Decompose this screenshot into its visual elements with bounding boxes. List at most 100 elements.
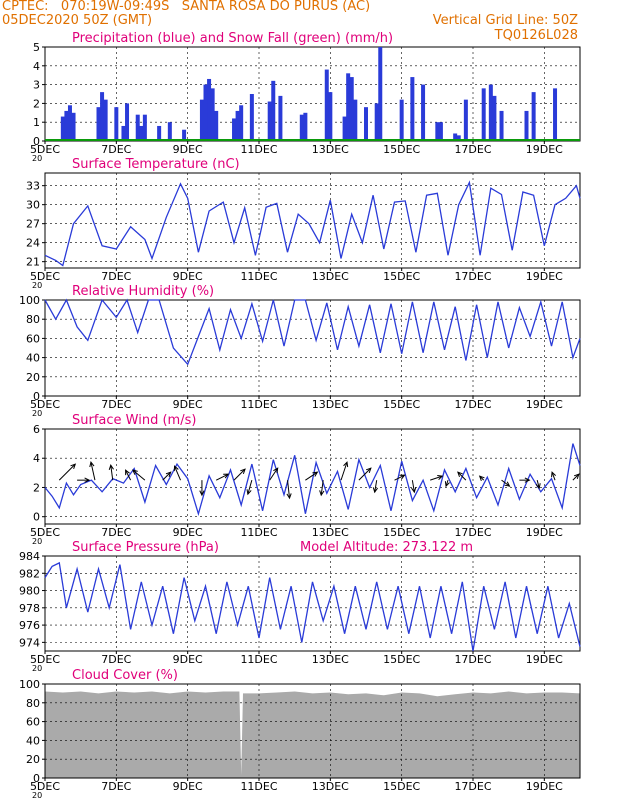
wind-vector	[572, 473, 580, 481]
wind-arrowhead	[199, 490, 205, 497]
year-fragment: 20	[32, 664, 42, 673]
panel-humidity: 0 20 40 60 80 100 5DEC 7DEC 9DEC 11DEC 13DEC 15DEC 1…	[19, 284, 581, 418]
wind-arrowhead	[240, 468, 246, 475]
x-tick-label: 13DEC	[312, 143, 349, 156]
precip-bar	[456, 135, 461, 141]
x-tick-label: 15DEC	[383, 780, 420, 793]
frame-pressure	[44, 555, 581, 652]
x-tick-label: 13DEC	[312, 270, 349, 283]
precip-bar	[364, 107, 368, 141]
precip-bar	[553, 88, 558, 141]
x-tick-label: 19DEC	[526, 780, 563, 793]
x-tick-label: 11DEC	[240, 780, 277, 793]
panel-wind: 0 2 4 6 5DEC 7DEC 9DEC 11DEC 13DEC 15DEC 17DEC 19DE…	[30, 413, 581, 546]
cloud-cover-area	[45, 691, 580, 778]
panel-cloud: 0 20 40 60 80 100 5DEC 7DEC 9DEC 11DEC 13DEC 15DEC 1…	[19, 668, 581, 800]
precip-bar	[139, 125, 144, 141]
precip-bar	[182, 129, 187, 141]
wind-vector	[132, 469, 146, 481]
wind-arrowhead	[365, 467, 372, 474]
precip-bar	[324, 69, 329, 141]
x-tick-label: 7DEC	[101, 526, 131, 539]
y-tick-label: 5	[33, 41, 40, 54]
pressure-series-line	[44, 561, 581, 652]
precip-bar	[453, 133, 458, 141]
x-tick-label: 13DEC	[312, 526, 349, 539]
y-tick-label: 100	[19, 678, 40, 691]
y-tick-label: 980	[19, 585, 40, 598]
precip-bar	[378, 47, 383, 141]
grid-humidity	[45, 300, 580, 396]
precip-bar	[207, 78, 212, 141]
precip-bar	[524, 110, 529, 141]
x-tick-label: 17DEC	[454, 143, 491, 156]
wind-vector	[174, 465, 181, 481]
wind-arrowhead	[165, 471, 172, 478]
model-code: TQ0126L028	[494, 28, 578, 43]
frame-temperature	[44, 172, 581, 269]
x-tick-label: 9DEC	[173, 270, 203, 283]
panel-pressure: 974 976 978 980 982 984 5DEC 7DEC 9DEC 11DEC 13DEC…	[19, 540, 581, 673]
grid-cloud	[45, 684, 580, 778]
precip-bar	[267, 101, 272, 141]
precip-bar	[463, 99, 468, 141]
wind-arrowhead	[246, 489, 252, 496]
precip-bar	[481, 88, 486, 141]
x-tick-label: 9DEC	[173, 143, 203, 156]
x-tick-label: 19DEC	[526, 526, 563, 539]
panel-title: Relative Humidity (%)	[72, 284, 214, 299]
wind-arrowhead	[312, 471, 319, 477]
x-tick-label: 15DEC	[383, 143, 420, 156]
precip-bar	[125, 103, 130, 141]
wind-vector	[394, 474, 405, 481]
x-tick-label: 5DEC	[30, 398, 60, 411]
x-tick-label: 9DEC	[173, 653, 203, 666]
x-tick-label: 11DEC	[240, 653, 277, 666]
wind-vector	[340, 461, 348, 481]
wind-vector	[269, 467, 279, 481]
x-tick-label: 5DEC	[30, 270, 60, 283]
y-tick-label: 80	[26, 313, 40, 326]
wind-vector	[215, 473, 229, 481]
wind-arrowhead	[444, 481, 450, 488]
precip-bar	[374, 103, 379, 141]
precip-bar	[135, 114, 140, 141]
precip-bar	[232, 118, 237, 141]
y-tick-label: 40	[26, 352, 40, 365]
precip-bar	[71, 112, 76, 141]
y-tick-label: 33	[26, 180, 40, 193]
wind-vector	[247, 480, 253, 495]
precip-bar	[249, 94, 254, 141]
y-tick-label: 60	[26, 716, 40, 729]
precip-bar	[492, 95, 497, 141]
wind-vector	[374, 480, 378, 493]
x-tick-label: 5DEC	[30, 526, 60, 539]
x-tick-label: 19DEC	[526, 398, 563, 411]
y-tick-label: 4	[33, 452, 40, 465]
x-tick-label: 17DEC	[454, 526, 491, 539]
wind-arrowhead	[372, 487, 378, 494]
wind-arrowhead	[89, 461, 95, 468]
precip-bar	[531, 92, 536, 141]
precip-bar	[199, 99, 204, 141]
x-tick-label: 17DEC	[454, 398, 491, 411]
precip-bar	[328, 92, 333, 141]
wind-arrowhead	[573, 473, 580, 480]
precip-bar	[210, 88, 215, 141]
precip-bar	[103, 99, 108, 141]
x-tick-label: 7DEC	[101, 653, 131, 666]
temperature-series-line	[44, 180, 581, 267]
wind-vector	[320, 480, 324, 496]
wind-arrowhead	[343, 461, 349, 468]
y-tick-label: 80	[26, 697, 40, 710]
precip-bar	[346, 73, 351, 141]
x-tick-label: 15DEC	[383, 653, 420, 666]
precip-bar	[421, 84, 426, 141]
wind-arrowhead	[411, 487, 417, 494]
y-tick-label: 2	[33, 97, 40, 110]
y-tick-label: 1	[33, 116, 40, 129]
precip-bar	[67, 105, 72, 141]
x-tick-label: 15DEC	[383, 526, 420, 539]
precip-bar	[278, 95, 283, 141]
wind-vector	[125, 469, 132, 481]
